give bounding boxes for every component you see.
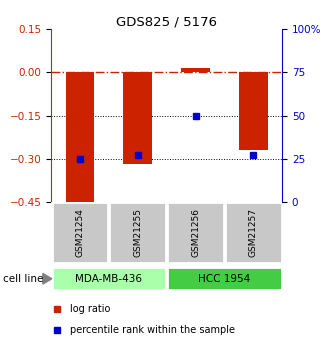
Text: GSM21257: GSM21257 <box>249 208 258 257</box>
Bar <box>66 72 94 205</box>
Bar <box>181 68 210 72</box>
Bar <box>52 203 108 263</box>
Text: MDA-MB-436: MDA-MB-436 <box>75 274 143 284</box>
Text: HCC 1954: HCC 1954 <box>198 274 250 284</box>
Bar <box>110 203 166 263</box>
Bar <box>225 203 281 263</box>
Text: percentile rank within the sample: percentile rank within the sample <box>70 325 235 335</box>
Bar <box>167 267 281 290</box>
Bar <box>123 72 152 165</box>
Title: GDS825 / 5176: GDS825 / 5176 <box>116 15 217 28</box>
Text: log ratio: log ratio <box>70 304 111 314</box>
Bar <box>167 203 224 263</box>
Text: GSM21255: GSM21255 <box>133 208 142 257</box>
Polygon shape <box>43 274 52 284</box>
Bar <box>52 267 166 290</box>
Bar <box>239 72 268 150</box>
Text: GSM21256: GSM21256 <box>191 208 200 257</box>
Text: GSM21254: GSM21254 <box>76 208 84 257</box>
Text: cell line: cell line <box>3 274 44 284</box>
